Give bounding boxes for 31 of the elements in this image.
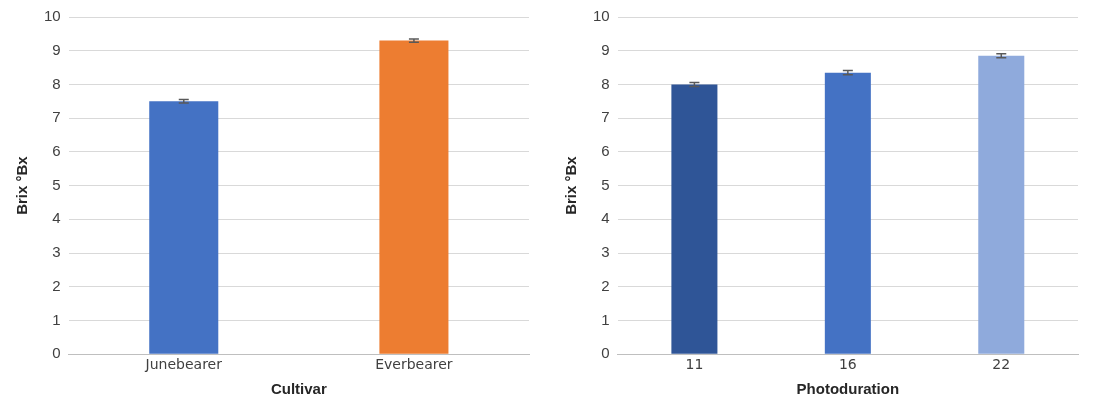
y-tick-label: 2 [52, 276, 61, 294]
x-tick-label: 11 [685, 356, 704, 373]
x-tick-label: 16 [838, 356, 857, 373]
y-tick-label: 0 [601, 344, 610, 362]
y-tick-label: 1 [601, 310, 610, 328]
y-tick-label: 5 [601, 175, 610, 193]
y-tick-label: 1 [52, 310, 61, 328]
y-tick-label: 3 [601, 243, 610, 261]
y-tick-label: 7 [52, 108, 61, 126]
y-tick-label: 9 [52, 40, 61, 58]
y-tick-label: 5 [52, 175, 61, 193]
y-tick-label: 0 [52, 344, 61, 362]
y-tick-label: 6 [601, 142, 610, 160]
y-tick-label: 3 [52, 243, 61, 261]
x-tick-label: 22 [992, 356, 1011, 373]
y-tick-label: 10 [44, 7, 61, 25]
y-tick-label: 9 [601, 40, 610, 58]
y-tick-label: 10 [593, 7, 610, 25]
y-tick-label: 2 [601, 276, 610, 294]
y-tick-label: 4 [52, 209, 61, 227]
x-axis-title: Photoduration [796, 380, 900, 398]
y-tick-label: 7 [601, 108, 610, 126]
x-tick-label: Junebearer [144, 356, 223, 373]
x-axis-title: Cultivar [270, 380, 327, 398]
y-axis-title: Brix °Bx [562, 155, 580, 215]
y-tick-label: 8 [52, 74, 61, 92]
y-tick-label: 6 [52, 142, 61, 160]
y-axis-title: Brix °Bx [13, 155, 31, 215]
x-tick-label: Everbearer [375, 356, 453, 373]
y-tick-label: 8 [601, 74, 610, 92]
y-tick-label: 4 [601, 209, 610, 227]
